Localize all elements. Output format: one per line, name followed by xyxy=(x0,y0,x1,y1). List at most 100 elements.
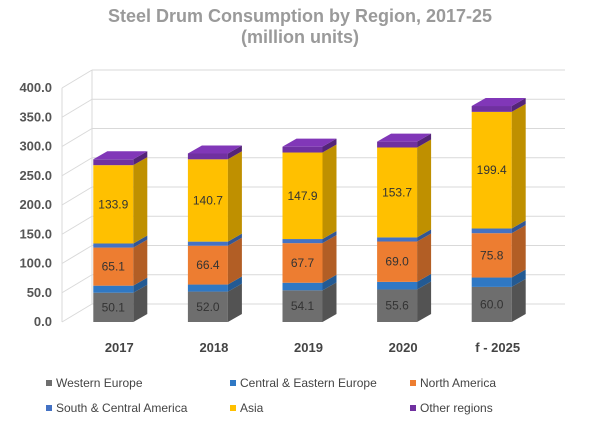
bar-segment-side xyxy=(227,276,242,292)
bar-segment-side xyxy=(417,281,432,322)
bar-segment-side xyxy=(133,239,148,286)
data-label: 133.9 xyxy=(98,197,128,211)
bar-segment-side xyxy=(133,151,148,166)
bar-segment xyxy=(187,291,228,322)
data-label: 69.0 xyxy=(385,255,409,269)
bar-segment-side xyxy=(133,284,148,322)
legend-label: Western Europe xyxy=(56,376,143,390)
x-tick-label: 2019 xyxy=(294,340,323,355)
bar-top xyxy=(377,133,432,142)
bar-segment-side xyxy=(322,231,337,244)
bar-segment xyxy=(471,111,512,229)
x-tick-label: 2018 xyxy=(199,340,228,355)
y-tick-label: 150.0 xyxy=(19,226,52,241)
legend-label: Other regions xyxy=(420,401,493,415)
bar-segment xyxy=(93,243,134,248)
bar-segment-side xyxy=(511,225,526,278)
bar-segment-side xyxy=(322,144,337,240)
bar-segment-side xyxy=(417,139,432,238)
y-tick-label: 250.0 xyxy=(19,168,52,183)
bar-segment xyxy=(187,245,228,285)
bar-segment xyxy=(471,286,512,322)
legend-item: North America xyxy=(410,376,496,390)
bar-segment-side xyxy=(227,237,242,285)
gridline-depth xyxy=(61,274,93,294)
bar-segment-side xyxy=(133,235,148,248)
bar-segment xyxy=(187,159,228,242)
data-label: 50.1 xyxy=(102,300,126,314)
bar-segment xyxy=(93,285,134,293)
bar-segment-side xyxy=(227,283,242,322)
gridline-depth xyxy=(61,245,93,264)
bar-segment-side xyxy=(227,145,242,160)
data-label: 55.6 xyxy=(385,299,409,313)
bar-top xyxy=(93,151,148,160)
bar-stack: 54.1 67.7 147.9 2019 xyxy=(282,138,337,355)
bar-segment-side xyxy=(322,138,337,153)
bar-segment xyxy=(471,233,512,278)
bar-segment xyxy=(377,147,418,238)
gridline-depth xyxy=(61,215,93,235)
bar-segment-side xyxy=(511,220,526,234)
bar-segment-side xyxy=(417,233,432,282)
bar-segment-side xyxy=(322,274,337,291)
legend-swatch xyxy=(410,405,416,411)
bar-segment-side xyxy=(417,273,432,290)
bar-segment xyxy=(282,152,323,240)
legend-item: Other regions xyxy=(410,401,493,415)
bar-top xyxy=(282,138,337,147)
legend-label: North America xyxy=(420,376,497,390)
bar-segment-side xyxy=(511,98,526,112)
bar-top xyxy=(471,98,526,107)
data-label: 67.7 xyxy=(291,256,315,270)
legend-item: Western Europe xyxy=(46,376,143,390)
y-tick-label: 200.0 xyxy=(19,197,52,212)
bar-segment-side xyxy=(322,235,337,283)
bar-top xyxy=(187,145,242,154)
data-label: 60.0 xyxy=(480,297,504,311)
legend-label: Asia xyxy=(240,401,264,415)
x-tick-label: f - 2025 xyxy=(475,340,520,355)
bar-segment xyxy=(377,141,418,148)
data-label: 75.8 xyxy=(480,248,504,262)
bar-segment-side xyxy=(227,151,242,242)
data-label: 54.1 xyxy=(291,299,315,313)
bar-segment xyxy=(93,247,134,286)
bar-segment-side xyxy=(227,233,242,246)
legend-swatch xyxy=(230,405,236,411)
bar-segment-side xyxy=(322,282,337,322)
bar-segment xyxy=(93,292,134,322)
chart-subtitle: (million units) xyxy=(241,27,359,47)
y-tick-label: 100.0 xyxy=(19,256,52,271)
bar-segment-side xyxy=(511,269,526,287)
bar-stack: 60.0 75.8 199.4 f - 2025 xyxy=(471,98,526,355)
legend-label: Central & Eastern Europe xyxy=(240,376,377,390)
legend-item: Central & Eastern Europe xyxy=(230,376,377,390)
bar-stack: 52.0 66.4 140.7 2018 xyxy=(187,145,242,355)
legend-swatch xyxy=(230,380,236,386)
bar-segment xyxy=(282,290,323,322)
bar-segment-side xyxy=(417,229,432,242)
gridline-depth xyxy=(61,157,93,177)
bar-segment xyxy=(377,289,418,322)
bar-segment-side xyxy=(417,133,432,148)
legend-swatch xyxy=(410,380,416,386)
gridline-depth xyxy=(61,128,93,147)
y-tick-label: 50.0 xyxy=(27,285,52,300)
legend-swatch xyxy=(46,405,52,411)
bar-segment-side xyxy=(133,157,148,244)
bar-segment xyxy=(187,284,228,292)
bar-segment xyxy=(471,228,512,234)
bar-segment xyxy=(471,277,512,287)
bar-segment xyxy=(471,106,512,112)
data-label: 65.1 xyxy=(102,260,126,274)
bar-segment xyxy=(93,159,134,166)
bar-segment-side xyxy=(511,103,526,229)
bar-stack: 55.6 69.0 153.7 2020 xyxy=(377,133,432,355)
gridline-depth xyxy=(61,69,93,89)
bar-segment xyxy=(282,282,323,291)
data-label: 153.7 xyxy=(382,185,412,199)
bar-segment-side xyxy=(511,278,526,322)
bar-segment xyxy=(377,281,418,290)
